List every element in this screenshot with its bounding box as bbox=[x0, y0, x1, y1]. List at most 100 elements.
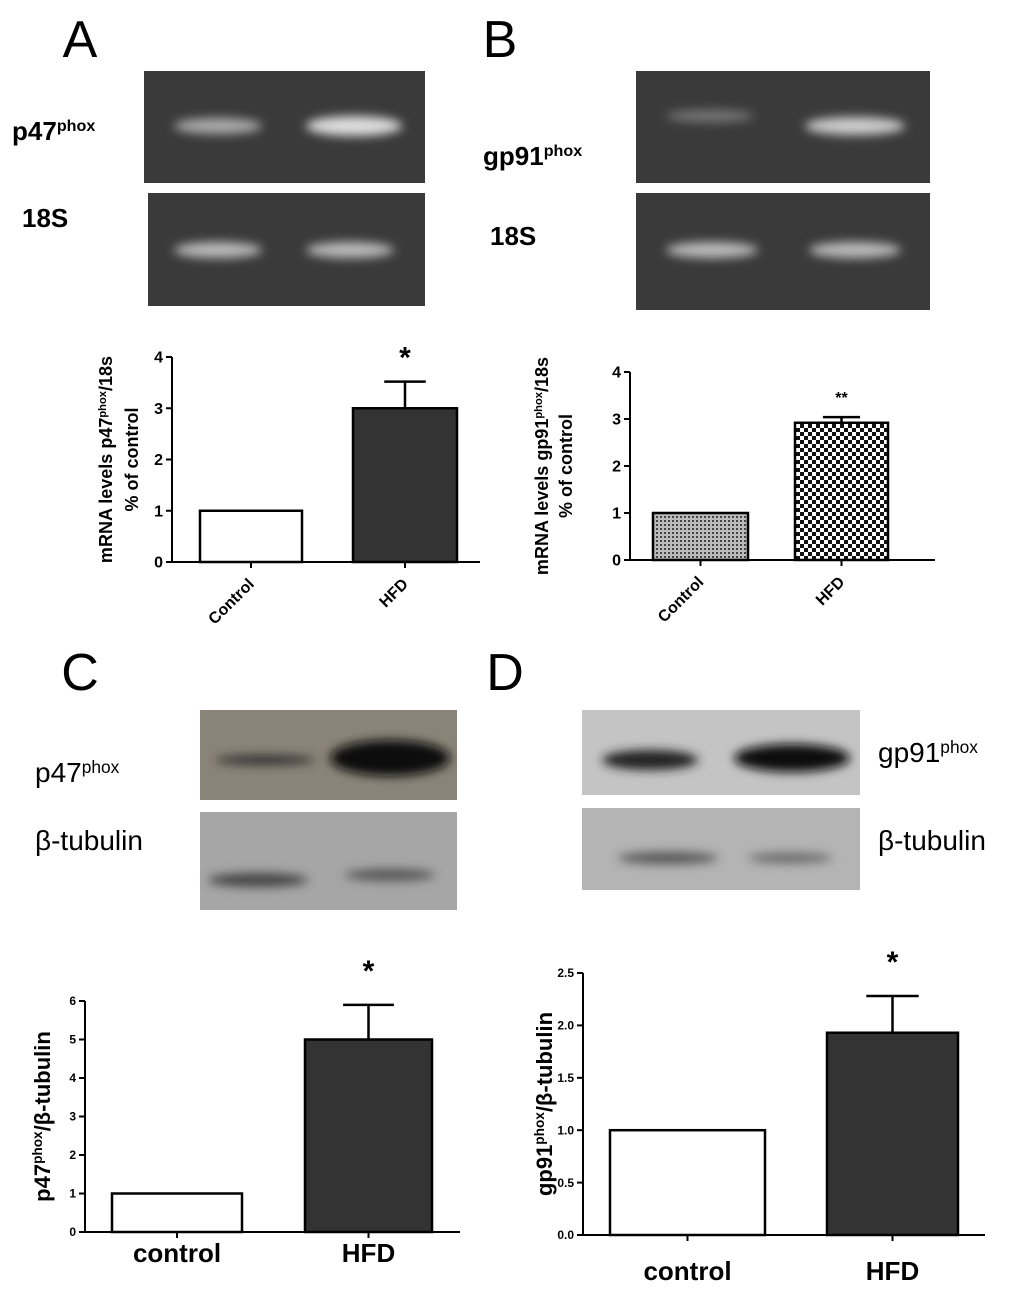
text-segment: % of control bbox=[556, 414, 576, 518]
significance: * bbox=[887, 946, 899, 979]
bar bbox=[825, 1031, 960, 1237]
blot-label: 18S bbox=[490, 221, 536, 251]
band bbox=[345, 869, 435, 881]
x-tick-label: control bbox=[133, 1238, 221, 1268]
y-tick-label: 6 bbox=[69, 994, 76, 1008]
text-segment: 18S bbox=[22, 203, 68, 233]
text-segment: β-tubulin bbox=[35, 825, 143, 856]
band bbox=[734, 744, 850, 772]
text-segment: 18S bbox=[490, 221, 536, 251]
band bbox=[215, 755, 315, 765]
significance: ** bbox=[835, 390, 848, 407]
text-segment: /β-tubulin bbox=[532, 1012, 557, 1112]
y-tick-label: 1 bbox=[612, 506, 621, 523]
panel-letter: D bbox=[486, 644, 524, 702]
bar bbox=[198, 509, 304, 564]
band bbox=[306, 116, 402, 136]
panel-letter: C bbox=[61, 644, 99, 702]
y-tick-label: 3 bbox=[612, 412, 621, 429]
y-tick-label: 4 bbox=[154, 350, 163, 367]
significance: * bbox=[363, 955, 375, 988]
x-tick-label: Control bbox=[206, 576, 258, 628]
bar bbox=[351, 407, 459, 564]
x-tick-label: HFD bbox=[377, 576, 412, 611]
y-tick-label: 0.5 bbox=[557, 1176, 574, 1190]
bar bbox=[651, 511, 750, 562]
band bbox=[666, 110, 754, 122]
text-segment: mRNA levels p47 bbox=[96, 418, 116, 563]
x-tick-label: HFD bbox=[342, 1238, 395, 1268]
y-tick-label: 2 bbox=[154, 452, 163, 469]
band bbox=[174, 242, 262, 258]
blot-label: p47phox bbox=[35, 757, 120, 788]
text-segment: phox bbox=[30, 1131, 45, 1164]
significance: * bbox=[399, 342, 411, 375]
bar bbox=[793, 421, 890, 562]
y-tick-label: 0 bbox=[154, 555, 163, 572]
bar bbox=[608, 1128, 767, 1237]
x-tick-label: HFD bbox=[866, 1256, 919, 1286]
y-tick-label: 4 bbox=[69, 1071, 76, 1085]
y-tick-label: 0 bbox=[612, 553, 621, 570]
y-axis-label: % of control bbox=[122, 408, 142, 512]
blot bbox=[582, 808, 860, 890]
y-axis-label: gp91phox/β-tubulin bbox=[532, 1012, 557, 1196]
x-tick-label: HFD bbox=[813, 574, 848, 609]
band bbox=[748, 853, 832, 863]
y-tick-label: 3 bbox=[69, 1110, 76, 1124]
text-segment: phox bbox=[57, 117, 96, 135]
y-tick-label: 2 bbox=[612, 459, 621, 476]
band bbox=[666, 242, 758, 258]
bar bbox=[303, 1038, 434, 1234]
band bbox=[805, 117, 905, 135]
text-segment: gp91 bbox=[532, 1145, 557, 1196]
text-segment: mRNA levels gp91 bbox=[532, 419, 552, 575]
text-segment: /18s bbox=[532, 357, 552, 392]
y-tick-label: 2.0 bbox=[557, 1019, 574, 1033]
blot-label: gp91phox bbox=[878, 737, 978, 768]
y-tick-label: 2.5 bbox=[557, 966, 574, 980]
y-tick-label: 1.0 bbox=[557, 1123, 574, 1137]
y-axis-label: % of control bbox=[556, 414, 576, 518]
text-segment: gp91 bbox=[483, 141, 544, 171]
y-tick-label: 2 bbox=[69, 1148, 76, 1162]
text-segment: % of control bbox=[122, 408, 142, 512]
band bbox=[809, 242, 901, 258]
blot-label: p47phox bbox=[12, 116, 95, 146]
text-segment: phox bbox=[533, 391, 545, 418]
band bbox=[618, 852, 718, 864]
band bbox=[208, 873, 308, 887]
text-segment: phox bbox=[544, 142, 583, 160]
blot-label: gp91phox bbox=[483, 141, 582, 171]
y-tick-label: 4 bbox=[612, 365, 621, 382]
y-tick-label: 1 bbox=[154, 503, 163, 520]
y-tick-label: 1 bbox=[69, 1187, 76, 1201]
text-segment: p47 bbox=[30, 1164, 55, 1202]
band bbox=[602, 750, 698, 770]
text-segment: phox bbox=[82, 757, 120, 777]
band bbox=[306, 242, 394, 258]
y-axis-label: mRNA levels gp91phox/18s bbox=[532, 357, 552, 575]
text-segment: /18s bbox=[96, 356, 116, 391]
x-tick-label: Control bbox=[655, 574, 707, 626]
y-tick-label: 0.0 bbox=[557, 1228, 574, 1242]
y-tick-label: 3 bbox=[154, 401, 163, 418]
blot-label: β-tubulin bbox=[35, 825, 143, 856]
panel-letter: A bbox=[63, 11, 98, 69]
y-axis-label: p47phox/β-tubulin bbox=[30, 1031, 55, 1202]
y-axis-label: mRNA levels p47phox/18s bbox=[96, 356, 116, 563]
band bbox=[330, 740, 450, 776]
y-tick-label: 5 bbox=[69, 1033, 76, 1047]
text-segment: p47 bbox=[12, 116, 57, 146]
y-tick-label: 1.5 bbox=[557, 1071, 574, 1085]
text-segment: /β-tubulin bbox=[30, 1031, 55, 1131]
blot bbox=[200, 812, 457, 910]
y-tick-label: 0 bbox=[69, 1225, 76, 1239]
text-segment: p47 bbox=[35, 757, 82, 788]
band bbox=[174, 118, 262, 134]
panel-letter: B bbox=[483, 11, 518, 69]
blot-label: β-tubulin bbox=[878, 825, 986, 856]
text-segment: phox bbox=[940, 737, 978, 757]
text-segment: β-tubulin bbox=[878, 825, 986, 856]
